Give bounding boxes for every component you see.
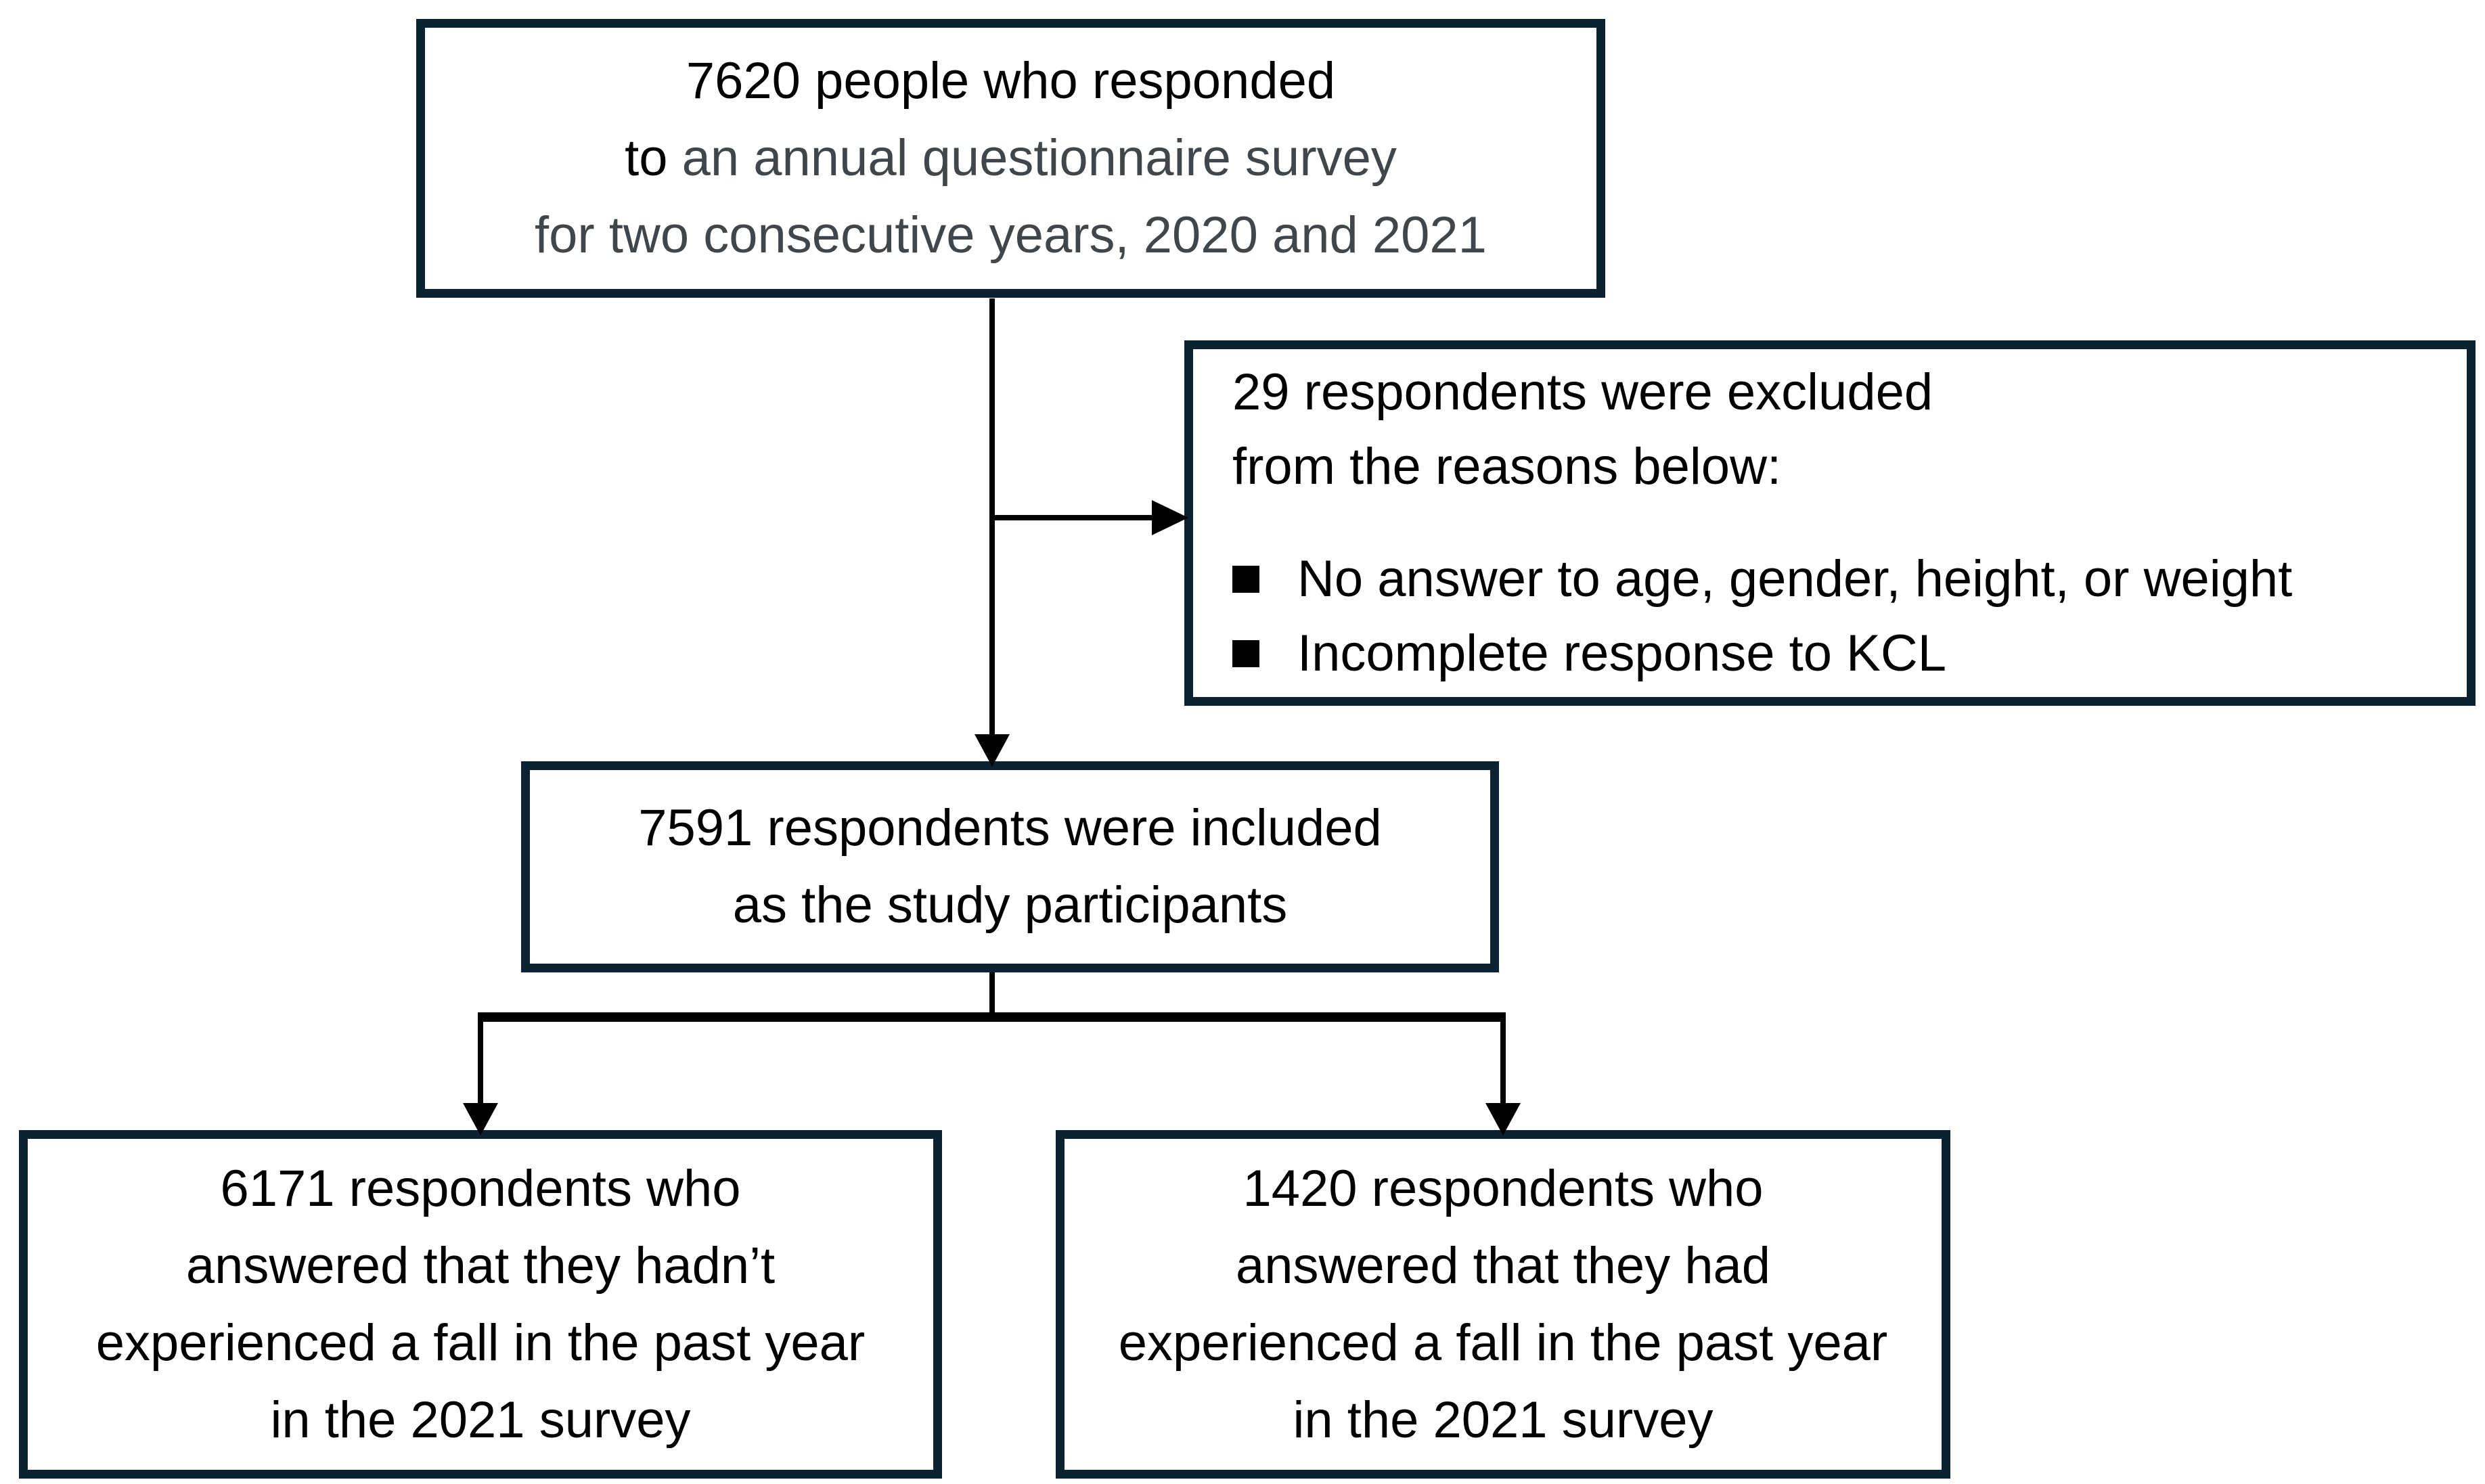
fall-line-3: experienced a fall in the past year: [1118, 1313, 1888, 1372]
connector-included-to-split: [989, 972, 995, 1017]
no-fall-line-1: 6171 respondents who: [220, 1159, 741, 1217]
connector-split-to-no-fall: [478, 1012, 483, 1103]
fall-line-1: 1420 respondents who: [1242, 1159, 1764, 1217]
arrowhead-down-icon: [975, 734, 1010, 767]
source-line-1: 7620 people who responded: [686, 52, 1336, 110]
fall-line-2: answered that they had: [1235, 1236, 1771, 1295]
connector-split-bar: [478, 1012, 1506, 1022]
arrowhead-down-icon: [1485, 1103, 1521, 1136]
included-participants-box: 7591 respondents were included as the st…: [521, 761, 1499, 972]
no-fall-line-4: in the 2021 survey: [270, 1391, 691, 1449]
arrowhead-down-icon: [463, 1103, 498, 1136]
fall-group-box: 1420 respondents who answered that they …: [1056, 1130, 1950, 1479]
included-line-2: as the study participants: [732, 876, 1288, 934]
exclusion-reason-2: Incomplete response to KCL: [1297, 625, 1946, 683]
source-line-3: for two consecutive years, 2020 and 2021: [535, 206, 1487, 264]
exclusion-box: 29 respondents were excluded from the re…: [1184, 340, 2476, 706]
source-line-2-prefix: to: [625, 129, 682, 187]
source-line-2-rest: an annual questionnaire survey: [681, 129, 1397, 187]
connector-split-to-fall: [1500, 1012, 1506, 1103]
no-fall-group-box: 6171 respondents who answered that they …: [19, 1130, 942, 1479]
arrowhead-right-icon: [1152, 500, 1188, 535]
bullet-square-icon: [1232, 640, 1259, 668]
exclusion-reason-row: Incomplete response to KCL: [1232, 616, 2440, 691]
connector-branch-to-exclusion: [992, 515, 1156, 520]
exclusion-line-2: from the reasons below:: [1232, 437, 1782, 495]
no-fall-line-2: answered that they hadn’t: [185, 1236, 776, 1295]
exclusion-line-1: 29 respondents were excluded: [1232, 363, 1933, 421]
exclusion-reason-row: No answer to age, gender, height, or wei…: [1232, 542, 2440, 616]
fall-line-4: in the 2021 survey: [1293, 1391, 1714, 1449]
source-population-box: 7620 people who responded to an annual q…: [416, 19, 1605, 298]
source-line-2: to an annual questionnaire survey: [625, 120, 1397, 197]
included-line-1: 7591 respondents were included: [638, 799, 1382, 857]
bullet-square-icon: [1232, 566, 1259, 593]
no-fall-line-3: experienced a fall in the past year: [95, 1313, 866, 1372]
exclusion-reason-1: No answer to age, gender, height, or wei…: [1297, 550, 2293, 608]
